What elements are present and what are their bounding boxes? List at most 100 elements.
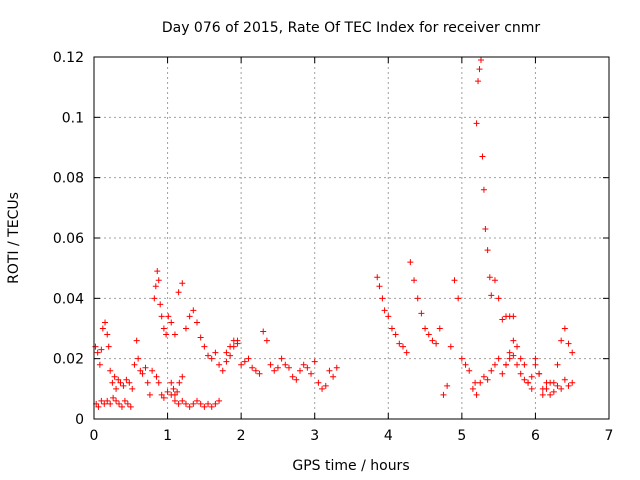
data-point [212,400,219,407]
data-point [484,376,491,383]
data-point [234,340,241,347]
data-point [433,340,440,347]
data-point [263,337,270,344]
data-point [175,400,182,407]
data-point [569,379,576,386]
data-point [311,358,318,365]
data-point [297,367,303,374]
x-axis-label: GPS time / hours [292,458,409,474]
data-point [116,400,123,407]
data-point [322,382,329,389]
data-point [104,397,111,404]
data-point [216,361,223,368]
data-point [117,379,124,386]
data-point [488,367,495,374]
x-tick-label: 6 [531,428,540,444]
x-tick-label: 7 [605,428,614,444]
y-tick-label: 0.1 [62,110,84,126]
data-point [458,355,465,362]
x-axis-ticks: 0 1 2 3 4 5 6 7 [90,57,614,444]
y-tick-label: 0.04 [53,291,84,307]
data-point [212,349,219,356]
data-point [495,355,502,362]
data-point [289,373,296,380]
data-point [182,400,189,407]
data-point [151,295,158,302]
data-point [144,379,151,386]
data-point [444,382,451,389]
data-point [186,313,193,320]
data-point [561,376,568,383]
data-point [208,403,215,410]
data-point [308,370,315,377]
data-point [155,277,162,284]
data-point [157,301,164,308]
data-points [92,57,576,410]
data-point [539,391,546,398]
y-axis-ticks: 0 0.02 0.04 0.06 0.08 0.1 0.12 [53,50,609,428]
data-point [462,361,469,368]
data-point [175,289,182,296]
data-point [171,397,178,404]
data-point [475,78,482,85]
data-point [403,349,410,356]
data-point [163,331,170,338]
data-point [473,391,480,398]
data-point [124,400,131,407]
data-point [127,403,134,410]
x-tick-label: 3 [310,428,319,444]
data-point [385,313,392,320]
data-point [241,358,248,365]
data-point [256,370,263,377]
data-point [223,358,230,365]
data-point [561,325,568,332]
data-point [137,367,144,374]
data-point [278,355,285,362]
data-point [315,379,322,386]
data-point [115,376,122,383]
data-point [466,367,473,374]
data-point [550,379,557,386]
data-point [528,373,535,380]
data-point [330,373,337,380]
data-point [102,319,109,326]
data-point [532,361,539,368]
data-point [473,120,480,127]
data-point [440,391,447,398]
chart-title: Day 076 of 2015, Rate Of TEC Index for r… [162,20,541,36]
data-point [179,280,186,287]
data-point [565,340,572,347]
data-point [282,361,289,368]
data-point [179,373,186,380]
data-point [565,382,572,389]
data-point [517,370,524,377]
data-point [550,388,557,395]
data-point [422,325,429,332]
data-point [135,355,142,362]
data-point [285,364,292,371]
data-point [111,373,118,380]
data-point [455,295,462,302]
data-point [436,325,443,332]
data-point [201,403,208,410]
data-point [182,325,189,332]
data-point [129,385,136,392]
data-point [392,331,399,338]
data-point [376,283,383,290]
x-tick-label: 4 [384,428,393,444]
data-point [171,331,178,338]
data-point [293,376,300,383]
x-tick-label: 0 [90,428,99,444]
data-point [319,385,326,392]
data-point [418,310,425,317]
data-point [227,352,234,359]
data-point [447,343,454,350]
data-point [539,385,546,392]
data-point [484,247,491,254]
data-point [105,343,112,350]
data-point [99,325,106,332]
data-point [479,153,486,160]
data-point [271,367,278,374]
data-point [304,364,311,371]
